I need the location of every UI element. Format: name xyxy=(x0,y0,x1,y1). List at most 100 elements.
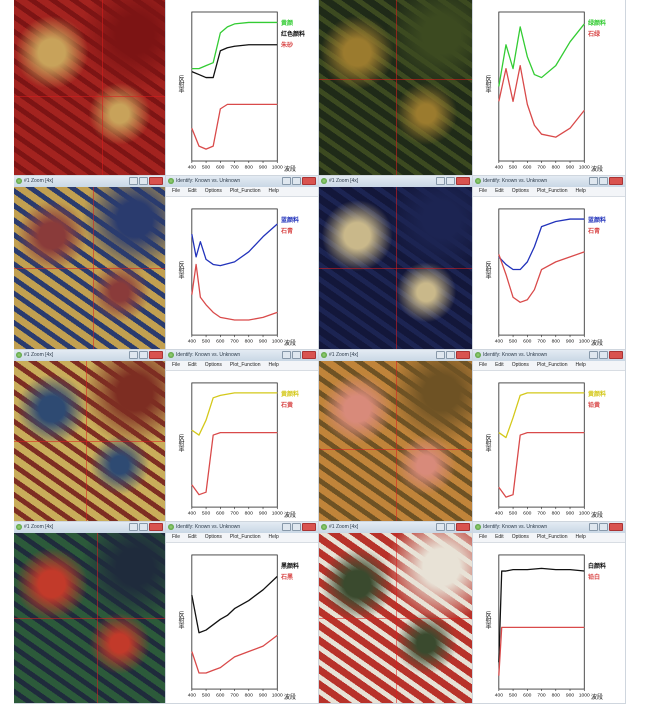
x-tick-label: 500 xyxy=(509,511,518,517)
close-button[interactable] xyxy=(302,351,316,359)
legend-entry: 红色颜料 xyxy=(281,32,306,38)
crosshair-vertical xyxy=(101,0,103,175)
menu-item-plot_function[interactable]: Plot_Function xyxy=(536,362,568,368)
zoom-image[interactable] xyxy=(319,187,472,349)
maximize-button[interactable] xyxy=(599,523,608,531)
menu-item-options[interactable]: Options xyxy=(511,188,529,194)
menu-item-options[interactable]: Options xyxy=(204,534,222,540)
menu-item-edit[interactable]: Edit xyxy=(188,362,197,368)
x-tick-label: 400 xyxy=(495,164,504,170)
minimize-button[interactable] xyxy=(589,351,598,359)
menu-item-help[interactable]: Help xyxy=(268,362,279,368)
window-title: #1 Zoom [4x] xyxy=(329,524,359,530)
maximize-button[interactable] xyxy=(599,177,608,185)
minimize-button[interactable] xyxy=(282,351,291,359)
minimize-button[interactable] xyxy=(589,523,598,531)
menu-item-plot_function[interactable]: Plot_Function xyxy=(229,534,261,540)
menu-item-file[interactable]: File xyxy=(479,188,488,194)
x-tick-label: 1000 xyxy=(579,164,590,170)
close-button[interactable] xyxy=(456,523,470,531)
menu-item-edit[interactable]: Edit xyxy=(495,534,504,540)
x-tick-label: 1000 xyxy=(272,511,283,517)
chart-svg: 400 500 600 700 800 900 1000 xyxy=(188,208,283,345)
zoom-image[interactable] xyxy=(319,533,472,703)
menu-item-options[interactable]: Options xyxy=(204,362,222,368)
x-tick-label: 500 xyxy=(202,693,211,699)
zoom-image[interactable] xyxy=(14,533,165,703)
maximize-button[interactable] xyxy=(292,351,301,359)
identify-window-titlebar[interactable]: Identify: Known vs. Unknown xyxy=(473,350,625,362)
maximize-button[interactable] xyxy=(292,177,301,185)
series-line xyxy=(191,431,278,496)
minimize-button[interactable] xyxy=(436,351,445,359)
minimize-button[interactable] xyxy=(129,523,138,531)
menu-item-file[interactable]: File xyxy=(172,534,181,540)
menu-item-file[interactable]: File xyxy=(479,534,488,540)
minimize-button[interactable] xyxy=(129,177,138,185)
menu-item-plot_function[interactable]: Plot_Function xyxy=(229,188,261,194)
zoom-image[interactable] xyxy=(14,0,165,175)
minimize-button[interactable] xyxy=(589,177,598,185)
menu-item-options[interactable]: Options xyxy=(511,534,529,540)
series-line xyxy=(191,103,278,150)
menu-item-edit[interactable]: Edit xyxy=(495,362,504,368)
x-tick-label: 1000 xyxy=(579,339,590,345)
crosshair-horizontal xyxy=(14,268,165,269)
close-button[interactable] xyxy=(149,523,163,531)
minimize-button[interactable] xyxy=(436,177,445,185)
close-button[interactable] xyxy=(302,177,316,185)
menu-item-plot_function[interactable]: Plot_Function xyxy=(229,362,261,368)
minimize-button[interactable] xyxy=(282,177,291,185)
maximize-button[interactable] xyxy=(599,351,608,359)
minimize-button[interactable] xyxy=(129,351,138,359)
close-button[interactable] xyxy=(456,351,470,359)
series-line xyxy=(191,634,278,674)
maximize-button[interactable] xyxy=(139,523,148,531)
menu-item-options[interactable]: Options xyxy=(511,362,529,368)
zoom-app-icon xyxy=(16,178,22,184)
maximize-button[interactable] xyxy=(292,523,301,531)
zoom-image[interactable] xyxy=(319,0,472,175)
close-button[interactable] xyxy=(302,523,316,531)
zoom-image[interactable] xyxy=(14,361,165,521)
crosshair-horizontal xyxy=(14,618,165,619)
menu-item-edit[interactable]: Edit xyxy=(495,188,504,194)
maximize-button[interactable] xyxy=(446,177,455,185)
maximize-button[interactable] xyxy=(446,523,455,531)
zoom-image[interactable] xyxy=(319,361,472,521)
zoom-app-icon xyxy=(321,178,327,184)
x-tick-label: 400 xyxy=(495,693,504,699)
menu-item-help[interactable]: Help xyxy=(575,362,586,368)
maximize-button[interactable] xyxy=(139,177,148,185)
menu-item-plot_function[interactable]: Plot_Function xyxy=(536,534,568,540)
close-button[interactable] xyxy=(456,177,470,185)
menu-item-file[interactable]: File xyxy=(172,362,181,368)
menu-item-edit[interactable]: Edit xyxy=(188,534,197,540)
x-tick-label: 800 xyxy=(552,693,561,699)
menu-item-help[interactable]: Help xyxy=(575,534,586,540)
close-button[interactable] xyxy=(609,351,623,359)
menu-item-help[interactable]: Help xyxy=(268,188,279,194)
minimize-button[interactable] xyxy=(282,523,291,531)
close-button[interactable] xyxy=(609,177,623,185)
maximize-button[interactable] xyxy=(446,351,455,359)
close-button[interactable] xyxy=(609,523,623,531)
zoom-image[interactable] xyxy=(14,187,165,349)
menu-item-file[interactable]: File xyxy=(172,188,181,194)
maximize-button[interactable] xyxy=(139,351,148,359)
close-button[interactable] xyxy=(149,177,163,185)
menu-item-file[interactable]: File xyxy=(479,362,488,368)
menu-item-help[interactable]: Help xyxy=(268,534,279,540)
menu-item-edit[interactable]: Edit xyxy=(188,188,197,194)
menu-item-plot_function[interactable]: Plot_Function xyxy=(536,188,568,194)
menu-item-help[interactable]: Help xyxy=(575,188,586,194)
close-button[interactable] xyxy=(149,351,163,359)
menu-item-options[interactable]: Options xyxy=(204,188,222,194)
crosshair-horizontal xyxy=(14,441,165,442)
zoom-window: #1 Zoom [4x] xyxy=(319,176,473,350)
series-line xyxy=(498,392,585,439)
window-controls xyxy=(129,177,163,185)
x-tick-label: 800 xyxy=(552,164,561,170)
y-axis-label: 反射率 xyxy=(484,260,490,279)
minimize-button[interactable] xyxy=(436,523,445,531)
